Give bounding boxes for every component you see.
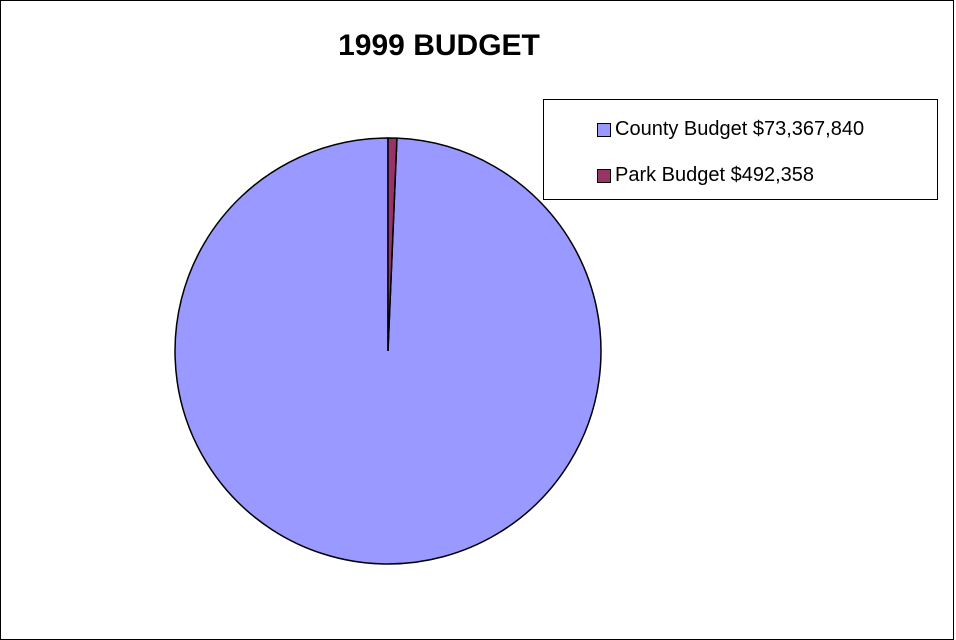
pie-chart [174, 137, 602, 565]
legend: County Budget $73,367,840 Park Budget $4… [543, 99, 938, 200]
legend-item-county: County Budget $73,367,840 [597, 118, 864, 141]
legend-swatch-county [597, 122, 611, 137]
legend-label-county: County Budget $73,367,840 [615, 118, 865, 140]
legend-label-park: Park Budget $492,358 [615, 164, 815, 186]
legend-item-park: Park Budget $492,358 [597, 164, 814, 187]
chart-title: 1999 BUDGET [338, 29, 540, 62]
legend-swatch-park [597, 168, 611, 183]
pie-slice-park [387, 137, 398, 352]
